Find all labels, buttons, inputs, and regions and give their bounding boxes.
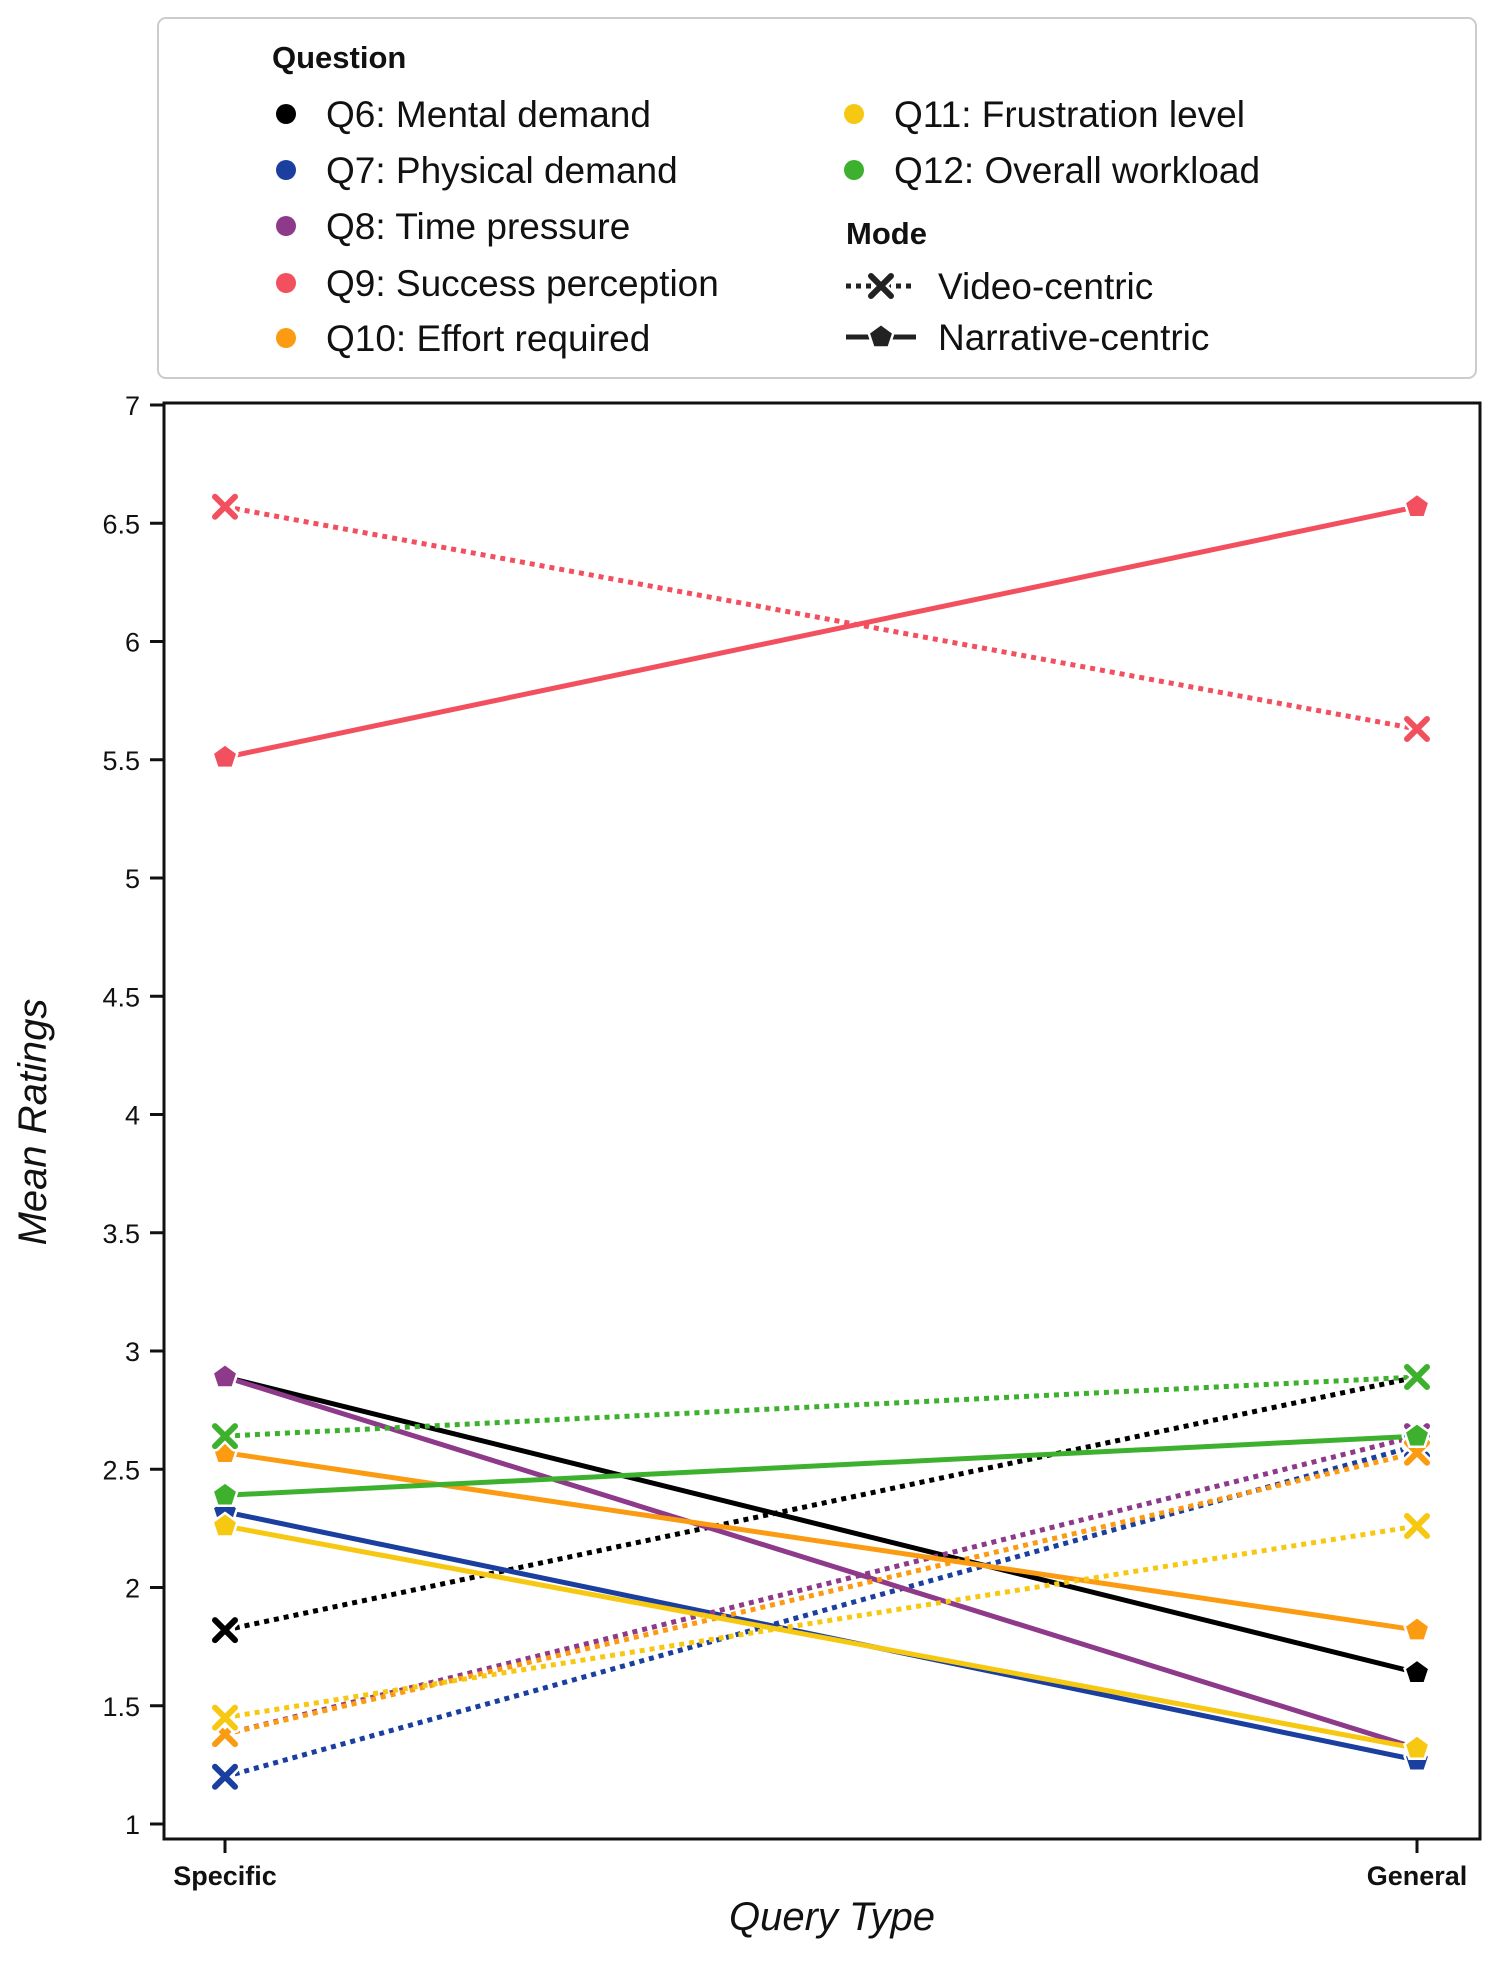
legend-question-label: Q11: Frustration level [894, 94, 1245, 135]
legend-swatch [276, 104, 296, 124]
data-point-pentagon [1403, 1421, 1431, 1448]
x-tick-label: Specific [173, 1861, 277, 1891]
data-point-pentagon [1403, 492, 1431, 519]
data-point-pentagon [211, 1511, 239, 1538]
series-line [224, 1374, 1418, 1633]
legend-question-label: Q6: Mental demand [326, 94, 651, 135]
legend-question-label: Q9: Success perception [326, 263, 719, 304]
legend-swatch [844, 104, 864, 124]
legend-swatch [276, 273, 296, 293]
legend-question-entry: Q6: Mental demand [276, 94, 651, 135]
legend-question-label: Q7: Physical demand [326, 150, 678, 191]
legend-mode-title: Mode [846, 216, 927, 251]
series-line [224, 1450, 1418, 1633]
legend-question-label: Q12: Overall workload [894, 150, 1260, 191]
series-lines [224, 504, 1418, 1780]
y-tick-label: 2 [125, 1574, 140, 1604]
series-line [224, 1523, 1418, 1721]
legend-mode-entry: Narrative-centric [846, 317, 1209, 358]
x-marker-stroke [212, 493, 238, 520]
data-point-x [209, 1420, 241, 1452]
data-point-x [209, 491, 241, 523]
x-axis-label: Query Type [729, 1895, 935, 1939]
series-line [224, 504, 1418, 732]
data-point-x [209, 1761, 241, 1793]
legend-question-entry: Q8: Time pressure [276, 206, 630, 247]
data-point-x [209, 1702, 241, 1734]
x-marker-stroke [212, 1704, 238, 1731]
data-point-pentagon [1403, 1733, 1431, 1761]
y-tick-label: 4 [125, 1101, 140, 1131]
legend-swatch [276, 328, 296, 348]
series-line [224, 1433, 1418, 1498]
data-point-pentagon [1403, 1615, 1431, 1642]
legend-mode-label: Narrative-centric [938, 317, 1209, 358]
legend: Question Mode Q6: Mental demand Q7: Physi… [157, 17, 1477, 379]
legend-box [157, 17, 1477, 379]
y-tick-label: 6.5 [102, 509, 140, 539]
x-marker-stroke [212, 1423, 238, 1450]
legend-question-entry: Q10: Effort required [276, 318, 650, 359]
legend-swatch [276, 216, 296, 236]
x-marker-stroke [868, 273, 894, 299]
legend-mode-entries: Video-centric Narrative-centric [846, 266, 1209, 358]
legend-question-entry: Q12: Overall workload [844, 150, 1260, 191]
legend-mode-label: Video-centric [938, 266, 1153, 307]
series-line [224, 1374, 1418, 1439]
x-marker-stroke [1404, 1513, 1430, 1540]
legend-mode-marker [867, 322, 895, 349]
series-markers [209, 491, 1433, 1793]
data-point-pentagon [211, 1480, 239, 1508]
y-tick-label: 6 [125, 628, 140, 658]
series-line [224, 504, 1418, 760]
data-point-pentagon [211, 1362, 239, 1389]
data-point-pentagon [211, 742, 239, 770]
legend-question-label: Q10: Effort required [326, 318, 650, 359]
legend-question-entry: Q11: Frustration level [844, 94, 1245, 135]
y-tick-label: 3 [125, 1337, 140, 1367]
data-point-x [1401, 1510, 1433, 1542]
data-point-x [1401, 1361, 1433, 1393]
x-axis-ticks: Specific General [173, 1839, 1467, 1891]
series-line [224, 1374, 1418, 1676]
y-axis-label: Mean Ratings [11, 999, 55, 1246]
y-tick-label: 5 [125, 864, 140, 894]
y-tick-label: 1 [125, 1810, 140, 1840]
y-axis-ticks: 1 1.5 2 2.5 3 3.5 4 4.5 5 5.5 6 6.5 7 [102, 391, 164, 1840]
x-tick-label: General [1367, 1861, 1468, 1891]
y-tick-label: 1.5 [102, 1692, 140, 1722]
legend-question-entry: Q9: Success perception [276, 263, 719, 304]
data-point-pentagon [1403, 1658, 1431, 1685]
legend-question-entries: Q6: Mental demand Q7: Physical demand Q8: … [276, 94, 1260, 359]
y-tick-label: 2.5 [102, 1455, 140, 1485]
series-line [224, 1523, 1418, 1751]
x-marker-stroke [212, 1763, 238, 1790]
legend-question-label: Q8: Time pressure [326, 206, 630, 247]
y-tick-label: 7 [125, 391, 140, 421]
legend-question-entry: Q7: Physical demand [276, 150, 678, 191]
series-line [224, 1374, 1418, 1751]
x-marker-stroke [1404, 716, 1430, 743]
data-point-x [209, 1614, 241, 1646]
legend-question-title: Question [272, 40, 406, 75]
y-tick-label: 4.5 [102, 982, 140, 1012]
plot-frame [162, 401, 1482, 1841]
legend-mode-marker [865, 270, 897, 302]
data-point-x [1401, 713, 1433, 745]
y-tick-label: 5.5 [102, 746, 140, 776]
x-marker-stroke [212, 1617, 238, 1644]
legend-mode-entry: Video-centric [846, 266, 1153, 307]
legend-swatch [276, 160, 296, 180]
y-tick-label: 3.5 [102, 1219, 140, 1249]
x-marker-stroke [1404, 1364, 1430, 1391]
plot-area: 1 1.5 2 2.5 3 3.5 4 4.5 5 5.5 6 6.5 7 Specific Genera… [102, 391, 1482, 1891]
legend-swatch [844, 160, 864, 180]
